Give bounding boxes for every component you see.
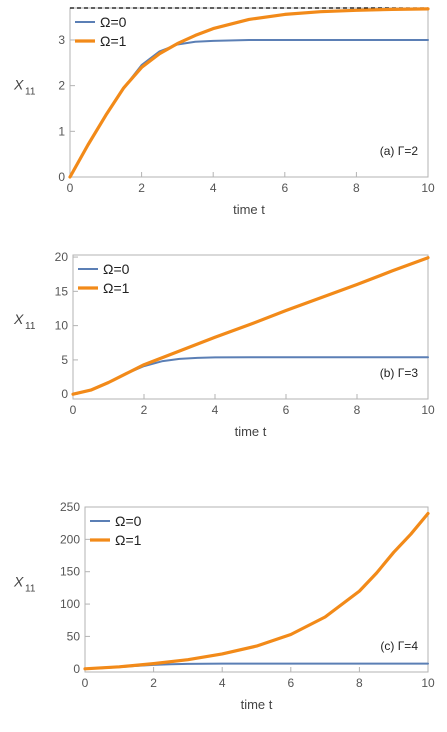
x-axis-label: time t [235, 424, 267, 439]
x-tick-label: 2 [138, 181, 145, 195]
x-tick-label: 10 [421, 181, 435, 195]
plot-frame [84, 506, 429, 673]
x-tick-label: 0 [82, 676, 89, 690]
y-tick-label: 1 [58, 124, 65, 138]
plot-frame [72, 254, 429, 400]
legend-label: Ω=1 [100, 33, 127, 49]
legend: Ω=0Ω=1 [90, 513, 142, 548]
x-tick-label: 8 [353, 181, 360, 195]
x-axis-label: time t [241, 697, 273, 712]
x-axis-label: time t [233, 202, 265, 217]
y-tick-label: 100 [60, 597, 80, 611]
legend-label: Ω=0 [100, 14, 127, 30]
x-tick-label: 0 [67, 181, 74, 195]
x-tick-label: 4 [210, 181, 217, 195]
panel-label: (b) Γ=3 [380, 366, 419, 380]
series-line-omega1 [68, 7, 430, 179]
y-axis-label: X [13, 574, 24, 590]
y-tick-label: 200 [60, 532, 80, 546]
series-line-omega0 [72, 356, 429, 396]
x-tick-label: 6 [287, 676, 294, 690]
series-line-omega1 [71, 256, 430, 396]
x-tick-label: 8 [356, 676, 363, 690]
y-tick-label: 50 [67, 629, 81, 643]
y-tick-label: 2 [58, 79, 65, 93]
x-tick-label: 2 [150, 676, 157, 690]
y-tick-label: 0 [61, 387, 68, 401]
y-axis-label: X [13, 77, 24, 93]
y-tick-label: 10 [55, 319, 69, 333]
y-axis-label-subscript: 11 [25, 584, 36, 595]
legend: Ω=0Ω=1 [78, 261, 130, 296]
y-axis-label-subscript: 11 [25, 321, 36, 332]
x-tick-label: 4 [219, 676, 226, 690]
x-tick-label: 4 [212, 403, 219, 417]
y-tick-label: 0 [58, 170, 65, 184]
y-tick-label: 150 [60, 565, 80, 579]
y-tick-label: 3 [58, 33, 65, 47]
y-tick-label: 250 [60, 500, 80, 514]
x-tick-label: 0 [70, 403, 77, 417]
panel-label: (a) Γ=2 [380, 144, 419, 158]
legend-label: Ω=0 [103, 261, 130, 277]
x-tick-label: 10 [421, 676, 435, 690]
x-tick-label: 10 [421, 403, 435, 417]
y-tick-label: 15 [55, 284, 69, 298]
series-line-omega0 [69, 39, 429, 178]
panel-label: (c) Γ=4 [380, 639, 418, 653]
y-tick-label: 5 [61, 353, 68, 367]
legend-label: Ω=1 [103, 280, 130, 296]
x-tick-label: 8 [354, 403, 361, 417]
legend-label: Ω=1 [115, 532, 142, 548]
x-tick-label: 6 [283, 403, 290, 417]
y-tick-label: 20 [55, 250, 69, 264]
series-line-omega1 [83, 511, 430, 671]
legend: Ω=0Ω=1 [75, 14, 127, 49]
y-axis-label-subscript: 11 [25, 87, 36, 98]
x-tick-label: 2 [141, 403, 148, 417]
y-tick-label: 0 [73, 662, 80, 676]
y-axis-label: X [13, 311, 24, 327]
x-tick-label: 6 [281, 181, 288, 195]
legend-label: Ω=0 [115, 513, 142, 529]
